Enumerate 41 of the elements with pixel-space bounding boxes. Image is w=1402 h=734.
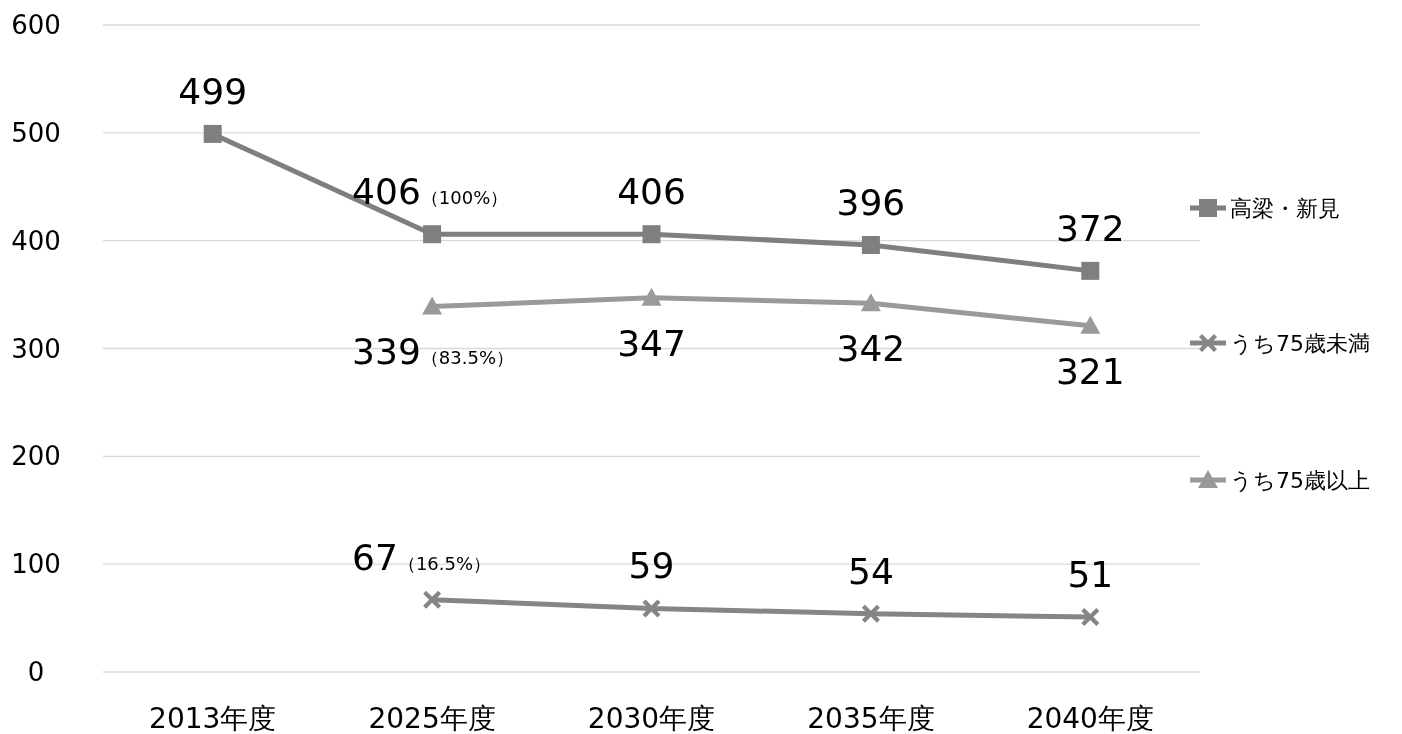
data-label: 51 <box>1067 554 1114 596</box>
point <box>423 590 442 609</box>
data-label: 347 <box>617 322 686 364</box>
data-label: 406 <box>617 171 686 213</box>
point <box>1080 315 1101 334</box>
data-label: 54 <box>847 550 894 592</box>
y-tick-label: 500 <box>11 117 61 148</box>
data-label: 396 <box>836 181 906 223</box>
legend-label: うち75歳以上 <box>1230 468 1370 493</box>
y-tick-label: 600 <box>11 10 61 40</box>
x-tick-label: 2025年度 <box>368 702 496 734</box>
y-tick-label: 400 <box>11 225 61 256</box>
point <box>203 124 222 143</box>
data-label: 67（16.5%） <box>352 536 492 578</box>
legend-label: うち75歳未満 <box>1230 331 1370 356</box>
point <box>861 235 880 254</box>
point <box>861 604 880 623</box>
x-tick-label: 2013年度 <box>149 702 277 734</box>
point <box>641 287 662 306</box>
data-label: 321 <box>1055 350 1125 392</box>
legend-label: 高梁・新見 <box>1230 196 1340 221</box>
point <box>1081 261 1100 280</box>
data-label: 372 <box>1055 207 1125 249</box>
y-tick-label: 0 <box>27 657 45 687</box>
point <box>642 225 661 244</box>
point <box>422 296 443 315</box>
point <box>423 225 442 244</box>
x-tick-label: 2040年度 <box>1026 702 1154 734</box>
data-label: 406（100%） <box>352 171 509 213</box>
data-label: 339（83.5%） <box>352 331 515 373</box>
y-tick-label: 300 <box>11 333 61 364</box>
y-tick-label: 100 <box>11 549 61 580</box>
x-tick-label: 2035年度 <box>807 702 935 734</box>
point <box>642 599 661 618</box>
data-label: 59 <box>628 545 675 587</box>
x-tick-label: 2030年度 <box>587 702 716 734</box>
data-label: 342 <box>836 328 906 370</box>
point <box>1081 608 1100 627</box>
point <box>860 293 881 312</box>
y-tick-label: 200 <box>11 441 61 472</box>
data-label: 499 <box>178 70 248 112</box>
